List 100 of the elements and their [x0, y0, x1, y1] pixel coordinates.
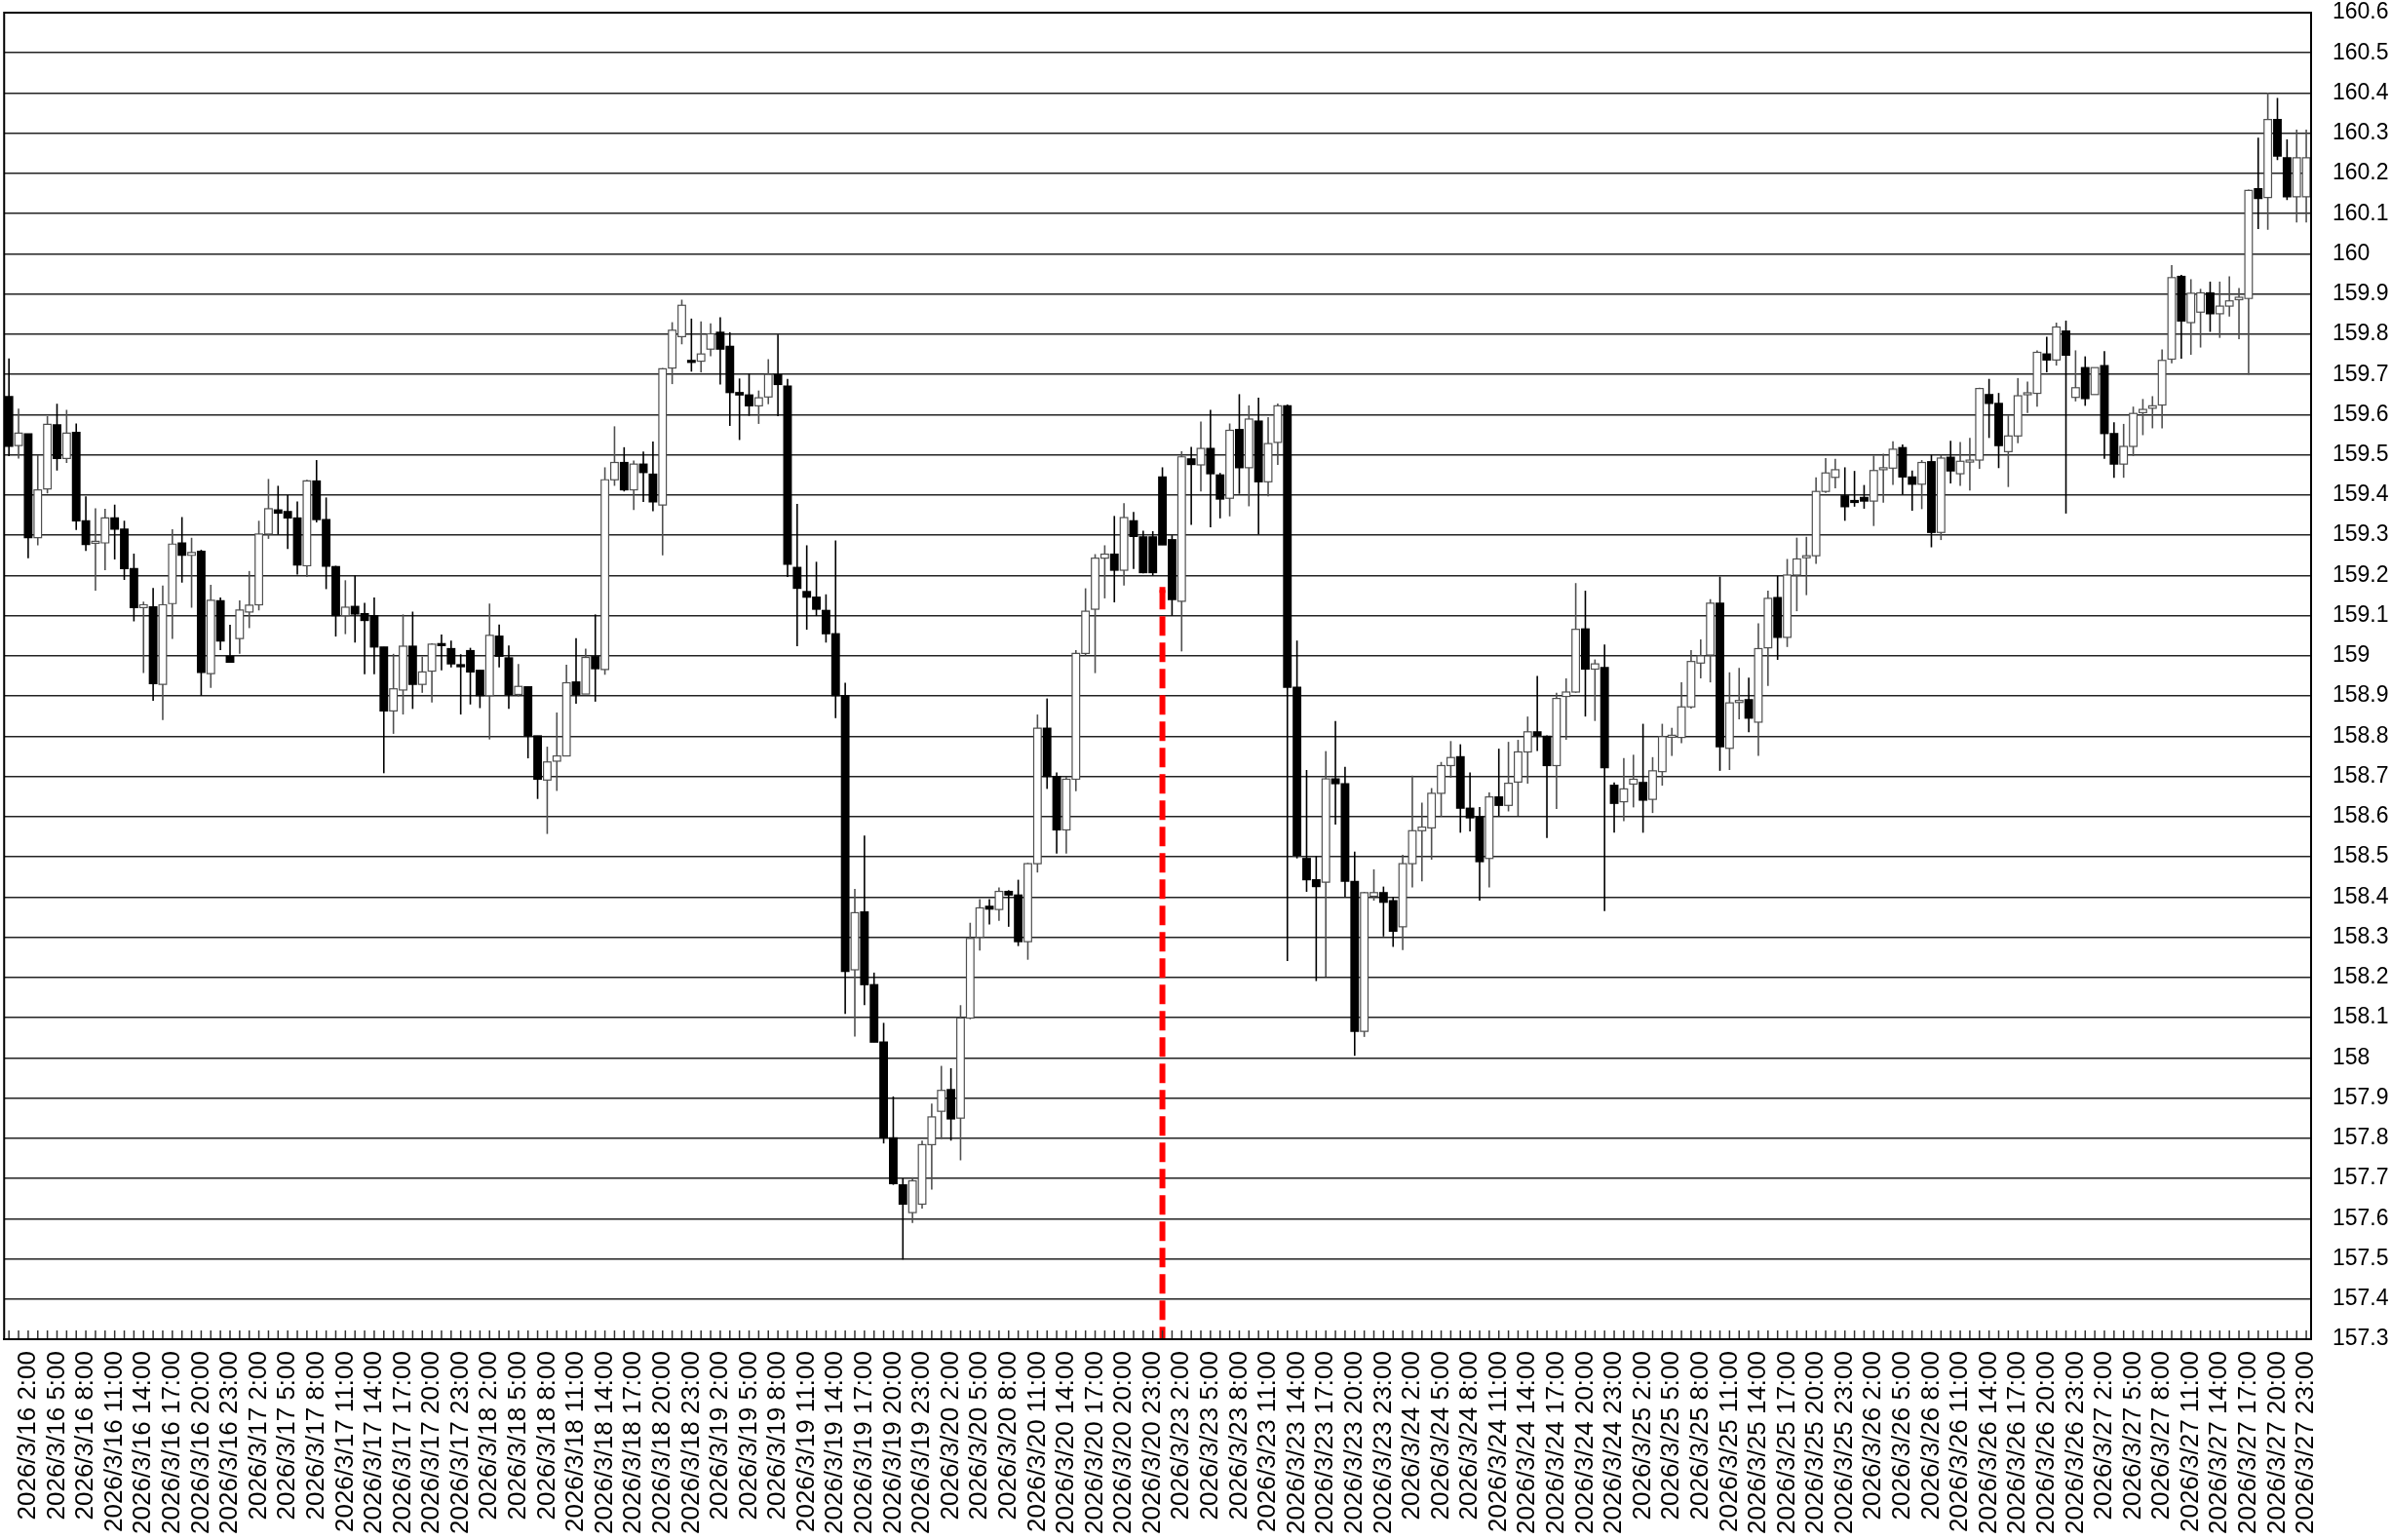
x-tick-label: 2026/3/17 2:00: [242, 1351, 272, 1521]
x-tick-label: 2026/3/27 20:00: [2260, 1351, 2291, 1534]
x-tick-label: 2026/3/19 5:00: [732, 1351, 762, 1521]
y-tick-label: 158.5: [2333, 842, 2389, 868]
y-tick-label: 158.9: [2333, 681, 2389, 708]
y-tick-label: 160.1: [2333, 199, 2389, 225]
y-tick-label: 158.6: [2333, 802, 2389, 828]
y-tick-label: 159.1: [2333, 600, 2389, 627]
x-tick-label: 2026/3/23 20:00: [1337, 1351, 1368, 1534]
x-tick-label: 2026/3/26 17:00: [2001, 1351, 2031, 1534]
x-tick-label: 2026/3/26 11:00: [1944, 1351, 1974, 1533]
x-tick-label: 2026/3/17 8:00: [299, 1351, 329, 1521]
x-tick-label: 2026/3/24 20:00: [1568, 1351, 1599, 1534]
x-tick-label: 2026/3/27 17:00: [2232, 1351, 2262, 1534]
x-tick-label: 2026/3/24 2:00: [1396, 1351, 1426, 1521]
y-tick-label: 160.2: [2333, 159, 2389, 185]
x-tick-label: 2026/3/19 14:00: [819, 1351, 849, 1534]
x-tick-label: 2026/3/24 5:00: [1424, 1351, 1454, 1521]
y-tick-label: 158.3: [2333, 922, 2389, 948]
y-tick-label: 157.4: [2333, 1285, 2389, 1311]
x-tick-label: 2026/3/23 5:00: [1194, 1351, 1224, 1521]
x-tick-label: 2026/3/27 5:00: [2116, 1351, 2146, 1521]
x-tick-label: 2026/3/18 5:00: [502, 1351, 532, 1521]
x-tick-label: 2026/3/20 8:00: [991, 1351, 1022, 1521]
y-tick-label: 159.3: [2333, 520, 2389, 547]
x-tick-label: 2026/3/24 8:00: [1453, 1351, 1484, 1521]
x-tick-label: 2026/3/24 23:00: [1598, 1351, 1628, 1534]
x-tick-label: 2026/3/19 8:00: [761, 1351, 791, 1521]
x-tick-label: 2026/3/19 20:00: [876, 1351, 906, 1534]
x-tick-label: 2026/3/26 23:00: [2059, 1351, 2089, 1534]
x-tick-label: 2026/3/26 2:00: [1857, 1351, 1887, 1521]
y-tick-label: 160: [2333, 239, 2371, 265]
x-tick-label: 2026/3/23 8:00: [1222, 1351, 1253, 1521]
y-tick-label: 158.2: [2333, 963, 2389, 989]
x-tick-label: 2026/3/17 17:00: [386, 1351, 416, 1534]
x-tick-label: 2026/3/27 2:00: [2088, 1351, 2118, 1521]
x-tick-label: 2026/3/26 14:00: [1972, 1351, 2002, 1534]
x-tick-label: 2026/3/27 23:00: [2290, 1351, 2320, 1534]
x-tick-label: 2026/3/16 2:00: [12, 1351, 42, 1521]
x-tick-label: 2026/3/25 20:00: [1799, 1351, 1830, 1534]
x-tick-label: 2026/3/26 8:00: [1914, 1351, 1945, 1521]
y-tick-label: 160.3: [2333, 119, 2389, 145]
x-tick-label: 2026/3/25 23:00: [1828, 1351, 1858, 1534]
y-tick-label: 159: [2333, 641, 2371, 668]
y-tick-label: 160.6: [2333, 0, 2389, 24]
x-tick-label: 2026/3/25 5:00: [1655, 1351, 1685, 1521]
x-tick-label: 2026/3/16 5:00: [40, 1351, 70, 1521]
x-tick-label: 2026/3/25 2:00: [1626, 1351, 1656, 1521]
x-tick-label: 2026/3/24 17:00: [1540, 1351, 1570, 1534]
y-tick-label: 159.9: [2333, 280, 2389, 306]
x-tick-label: 2026/3/17 11:00: [328, 1351, 359, 1533]
x-tick-label: 2026/3/19 23:00: [906, 1351, 936, 1534]
y-tick-label: 158.7: [2333, 761, 2389, 788]
y-tick-label: 160.4: [2333, 78, 2389, 104]
x-tick-label: 2026/3/20 14:00: [1050, 1351, 1080, 1534]
y-tick-label: 157.6: [2333, 1204, 2389, 1230]
y-tick-label: 158.1: [2333, 1003, 2389, 1029]
x-tick-label: 2026/3/20 17:00: [1078, 1351, 1108, 1534]
x-tick-label: 2026/3/17 23:00: [443, 1351, 474, 1534]
x-tick-label: 2026/3/20 20:00: [1107, 1351, 1138, 1534]
x-tick-label: 2026/3/27 8:00: [2145, 1351, 2176, 1521]
y-tick-label: 159.4: [2333, 481, 2389, 507]
x-tick-label: 2026/3/16 17:00: [156, 1351, 185, 1534]
x-tick-label: 2026/3/25 17:00: [1770, 1351, 1800, 1534]
x-tick-label: 2026/3/18 17:00: [617, 1351, 647, 1534]
x-tick-label: 2026/3/19 2:00: [704, 1351, 734, 1521]
y-tick-label: 158.4: [2333, 882, 2389, 908]
y-tick-label: 159.5: [2333, 441, 2389, 467]
x-tick-label: 2026/3/19 11:00: [790, 1351, 820, 1533]
y-tick-label: 159.7: [2333, 360, 2389, 386]
x-tick-label: 2026/3/16 23:00: [213, 1351, 244, 1534]
y-tick-label: 158.8: [2333, 721, 2389, 748]
y-tick-label: 157.9: [2333, 1083, 2389, 1109]
x-tick-label: 2026/3/18 23:00: [675, 1351, 705, 1534]
x-tick-label: 2026/3/24 14:00: [1511, 1351, 1541, 1534]
x-tick-label: 2026/3/23 11:00: [1252, 1351, 1282, 1533]
x-tick-label: 2026/3/18 20:00: [645, 1351, 675, 1534]
y-tick-label: 157.8: [2333, 1124, 2389, 1150]
x-tick-label: 2026/3/17 20:00: [415, 1351, 445, 1534]
y-tick-label: 160.5: [2333, 38, 2389, 64]
x-tick-label: 2026/3/26 5:00: [1886, 1351, 1916, 1521]
x-tick-label: 2026/3/16 8:00: [69, 1351, 99, 1521]
x-tick-label: 2026/3/16 11:00: [97, 1351, 128, 1533]
x-tick-label: 2026/3/27 14:00: [2203, 1351, 2233, 1534]
x-tick-label: 2026/3/19 17:00: [848, 1351, 878, 1534]
x-tick-label: 2026/3/25 8:00: [1683, 1351, 1714, 1521]
y-tick-label: 159.8: [2333, 320, 2389, 346]
x-tick-label: 2026/3/23 17:00: [1309, 1351, 1339, 1534]
x-tick-label: 2026/3/26 20:00: [2029, 1351, 2060, 1534]
x-tick-label: 2026/3/17 5:00: [271, 1351, 301, 1521]
x-tick-label: 2026/3/18 8:00: [530, 1351, 560, 1521]
x-tick-label: 2026/3/23 23:00: [1367, 1351, 1397, 1534]
y-tick-label: 157.3: [2333, 1325, 2389, 1351]
x-tick-label: 2026/3/23 14:00: [1280, 1351, 1310, 1534]
y-tick-label: 157.7: [2333, 1164, 2389, 1190]
x-tick-label: 2026/3/18 2:00: [473, 1351, 503, 1521]
x-tick-label: 2026/3/25 14:00: [1742, 1351, 1772, 1534]
x-tick-label: 2026/3/20 11:00: [1021, 1351, 1051, 1533]
y-tick-label: 159.2: [2333, 560, 2389, 587]
x-tick-label: 2026/3/20 23:00: [1136, 1351, 1166, 1534]
